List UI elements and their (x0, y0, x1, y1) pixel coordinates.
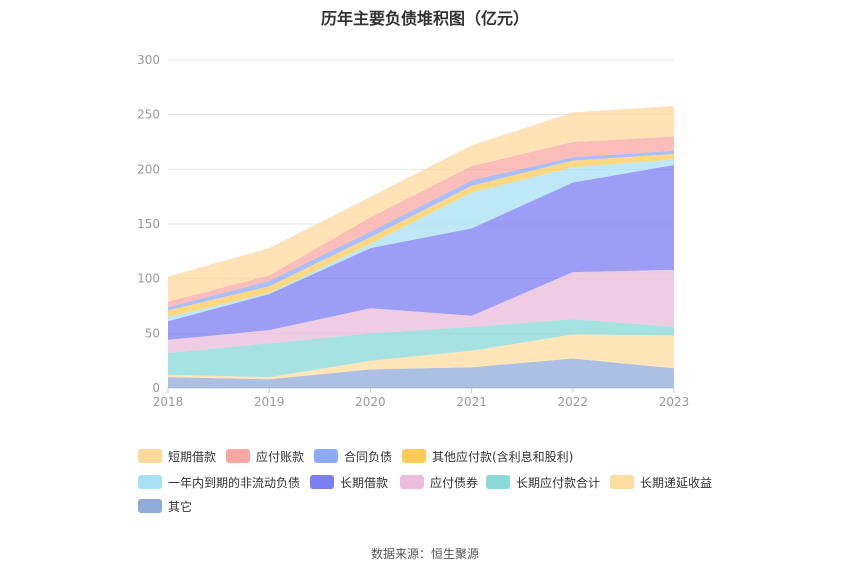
legend-label: 其他应付款(含利息和股利) (432, 449, 574, 464)
y-tick-label: 250 (137, 108, 160, 122)
legend-label: 其它 (168, 499, 193, 514)
x-tick-label: 2019 (254, 395, 285, 409)
x-tick-label: 2020 (355, 395, 386, 409)
area-series-9 (168, 105, 674, 302)
legend-item[interactable]: 其他应付款(含利息和股利) (402, 447, 573, 465)
legend-label: 应付债券 (430, 475, 479, 490)
legend-label: 合同负债 (344, 449, 393, 464)
legend-swatch (226, 449, 250, 463)
legend-label: 短期借款 (168, 449, 217, 464)
area-series-6 (168, 154, 674, 317)
legend-item[interactable]: 长期应付款合计 (486, 473, 600, 491)
legend-swatch (400, 475, 424, 489)
y-tick-label: 300 (137, 53, 160, 67)
legend-item[interactable]: 短期借款 (138, 447, 216, 465)
y-tick-label: 100 (137, 272, 160, 286)
y-tick-label: 50 (145, 326, 160, 340)
legend-item[interactable]: 一年内到期的非流动负债 (138, 473, 300, 491)
legend-item[interactable]: 长期借款 (310, 473, 388, 491)
legend-label: 长期借款 (340, 475, 389, 490)
area-series-0 (168, 358, 674, 388)
area-series-1 (168, 334, 674, 380)
area-series-8 (168, 136, 674, 308)
x-tick-label: 2018 (153, 395, 184, 409)
y-tick-label: 0 (152, 381, 160, 395)
legend-swatch (138, 449, 162, 463)
legend-swatch (314, 449, 338, 463)
legend-swatch (138, 475, 162, 489)
chart-title: 历年主要负债堆积图（亿元） (320, 9, 529, 28)
x-tick-label: 2022 (558, 395, 589, 409)
legend-item[interactable]: 其它 (138, 497, 192, 515)
y-tick-label: 150 (137, 217, 160, 231)
area-series-2 (168, 319, 674, 378)
legend-swatch (310, 475, 334, 489)
legend-label: 长期递延收益 (640, 475, 713, 490)
legend-swatch (138, 499, 162, 513)
data-source-note: 数据来源：恒生聚源 (370, 547, 479, 561)
legend-item[interactable]: 应付账款 (226, 447, 304, 465)
chart-plot: 0 50 100 150 200 250 300 2018 2019 2020 2021 2022 20… (137, 53, 690, 409)
legend-swatch (486, 475, 510, 489)
y-tick-label: 200 (137, 162, 160, 176)
legend-swatch (402, 449, 426, 463)
legend-label: 应付账款 (256, 449, 305, 464)
legend-item[interactable]: 应付债券 (400, 473, 478, 491)
legend-label: 一年内到期的非流动负债 (168, 475, 301, 490)
legend-item[interactable]: 长期递延收益 (610, 473, 712, 491)
x-tick-label: 2023 (659, 395, 690, 409)
area-series-5 (168, 159, 674, 322)
legend-item[interactable]: 合同负债 (314, 447, 392, 465)
area-series-7 (168, 150, 674, 311)
legend-label: 长期应付款合计 (516, 475, 601, 490)
legend-swatch (610, 475, 634, 489)
x-tick-label: 2021 (456, 395, 487, 409)
area-series-3 (168, 269, 674, 353)
area-series-4 (168, 165, 674, 340)
